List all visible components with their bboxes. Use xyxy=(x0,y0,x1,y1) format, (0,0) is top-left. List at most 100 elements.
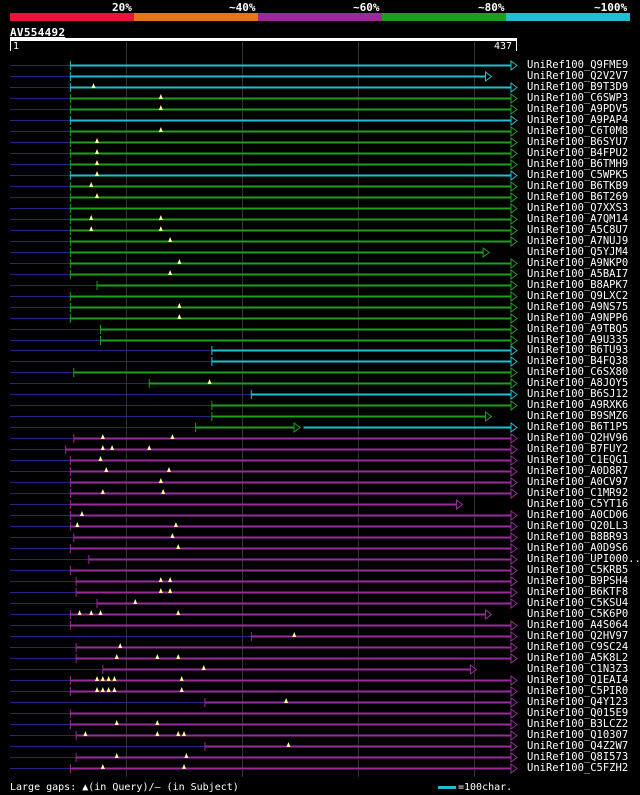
hit-label[interactable]: UniRef100_Q20LL3 xyxy=(527,520,629,533)
hit-row[interactable]: UniRef100_B6KTF8 xyxy=(0,586,640,599)
hit-row[interactable]: UniRef100_B9PSH4 xyxy=(0,575,640,588)
hit-label[interactable]: UniRef100_C5FZH2 xyxy=(527,761,629,774)
hit-row[interactable]: UniRef100_B9T3D9 xyxy=(0,80,640,93)
hit-label[interactable]: UniRef100_A0CD06 xyxy=(527,509,629,522)
hit-row[interactable]: UniRef100_C5WPK5 xyxy=(0,168,640,181)
hit-row[interactable]: UniRef100_B4FPU2 xyxy=(0,147,640,159)
hit-label[interactable]: UniRef100_Q2HV97 xyxy=(527,629,629,642)
hit-row[interactable]: UniRef100_B6SJ12 xyxy=(0,388,640,401)
hit-label[interactable]: UniRef100_Q4Y123 xyxy=(527,695,629,708)
hit-row[interactable]: UniRef100_A9NS75 xyxy=(0,300,640,313)
hit-label[interactable]: UniRef100_Q10307 xyxy=(527,728,629,741)
hit-row[interactable]: UniRef100_C5KRB5 xyxy=(0,564,640,577)
hit-label[interactable]: UniRef100_B6SYU7 xyxy=(527,135,629,148)
hit-label[interactable]: UniRef100_C9SC24 xyxy=(527,640,629,653)
hit-label[interactable]: UniRef100_C1N3Z3 xyxy=(527,662,629,675)
hit-row[interactable]: UniRef100_C6SX80 xyxy=(0,366,640,379)
hit-label[interactable]: UniRef100_A9U335 xyxy=(527,333,629,346)
hit-label[interactable]: UniRef100_B6TU93 xyxy=(527,344,629,357)
hit-label[interactable]: UniRef100_Q1EAI4 xyxy=(527,673,629,686)
hit-row[interactable]: UniRef100_A9PDV5 xyxy=(0,102,640,115)
hit-label[interactable]: UniRef100_Q5YJM4 xyxy=(527,245,629,258)
hit-row[interactable]: UniRef100_Q7XXS3 xyxy=(0,202,640,214)
hit-row[interactable]: UniRef100_UPI000.. xyxy=(0,553,640,566)
hit-label[interactable]: UniRef100_A9PAP4 xyxy=(527,113,629,126)
hit-row[interactable]: UniRef100_A0CD06 xyxy=(0,509,640,522)
hit-row[interactable]: UniRef100_Q20LL3 xyxy=(0,520,640,533)
hit-row[interactable]: UniRef100_A9U335 xyxy=(0,333,640,346)
hit-label[interactable]: UniRef100_B6SJ12 xyxy=(527,388,629,401)
hit-row[interactable]: UniRef100_A9RXK6 xyxy=(0,399,640,412)
hit-row[interactable]: UniRef100_C5FZH2 xyxy=(0,761,640,774)
hit-row[interactable]: UniRef100_A9NKP0 xyxy=(0,256,640,269)
hit-label[interactable]: UniRef100_B9SMZ6 xyxy=(527,410,629,423)
hit-row[interactable]: UniRef100_C5K6P0 xyxy=(0,608,640,620)
hit-label[interactable]: UniRef100_B9T3D9 xyxy=(527,80,629,93)
hit-label[interactable]: UniRef100_B3LCZ2 xyxy=(527,717,629,730)
hit-label[interactable]: UniRef100_B9PSH4 xyxy=(527,575,629,588)
hit-label[interactable]: UniRef100_A5BAI7 xyxy=(527,267,629,280)
hit-label[interactable]: UniRef100_C6SWP3 xyxy=(527,91,629,104)
hit-row[interactable]: UniRef100_Q10307 xyxy=(0,728,640,741)
hit-row[interactable]: UniRef100_A4S064 xyxy=(0,619,640,631)
hit-row[interactable]: UniRef100_C6SWP3 xyxy=(0,91,640,104)
hit-label[interactable]: UniRef100_A9TBQ5 xyxy=(527,322,629,335)
hit-label[interactable]: UniRef100_B8APK7 xyxy=(527,278,629,291)
hit-label[interactable]: UniRef100_A0D8R7 xyxy=(527,465,629,478)
hit-label[interactable]: UniRef100_A7QM14 xyxy=(527,212,629,225)
hit-row[interactable]: UniRef100_C5YT16 xyxy=(0,498,640,511)
hit-label[interactable]: UniRef100_B6TMH9 xyxy=(527,157,629,170)
hit-label[interactable]: UniRef100_A5C8U7 xyxy=(527,223,629,236)
hit-row[interactable]: UniRef100_B6TMH9 xyxy=(0,157,640,170)
hit-row[interactable]: UniRef100_B6TU93 xyxy=(0,344,640,357)
hit-row[interactable]: UniRef100_A0D8R7 xyxy=(0,465,640,478)
hit-label[interactable]: UniRef100_C6SX80 xyxy=(527,366,629,379)
hit-row[interactable]: UniRef100_C5KSU4 xyxy=(0,597,640,610)
hit-row[interactable]: UniRef100_A9PAP4 xyxy=(0,113,640,126)
hit-row[interactable]: UniRef100_Q2V2V7 xyxy=(0,70,640,82)
hit-row[interactable]: UniRef100_B6T269 xyxy=(0,190,640,203)
hit-row[interactable]: UniRef100_A0CV97 xyxy=(0,476,640,489)
hit-label[interactable]: UniRef100_Q4Z2W7 xyxy=(527,739,629,752)
hit-row[interactable]: UniRef100_A5BAI7 xyxy=(0,267,640,280)
hit-label[interactable]: UniRef100_UPI000.. xyxy=(527,553,640,566)
hit-row[interactable]: UniRef100_Q8I573 xyxy=(0,750,640,763)
hit-label[interactable]: UniRef100_B6T269 xyxy=(527,190,629,203)
hit-label[interactable]: UniRef100_A0D9S6 xyxy=(527,542,629,555)
hit-row[interactable]: UniRef100_C1N3Z3 xyxy=(0,662,640,675)
hit-label[interactable]: UniRef100_Q9FME9 xyxy=(527,59,629,71)
hit-label[interactable]: UniRef100_C5WPK5 xyxy=(527,168,629,181)
hit-row[interactable]: UniRef100_A7QM14 xyxy=(0,212,640,225)
hit-row[interactable]: UniRef100_C1EQG1 xyxy=(0,454,640,467)
hit-label[interactable]: UniRef100_Q015E9 xyxy=(527,706,629,719)
hit-label[interactable]: UniRef100_B6T1P5 xyxy=(527,421,629,434)
hit-label[interactable]: UniRef100_A9NPP6 xyxy=(527,311,629,324)
hit-row[interactable]: UniRef100_A8JOY5 xyxy=(0,377,640,390)
hit-row[interactable]: UniRef100_B6T1P5 xyxy=(0,421,640,434)
hit-row[interactable]: UniRef100_Q2HV97 xyxy=(0,629,640,642)
hit-row[interactable]: UniRef100_B7FUY2 xyxy=(0,443,640,456)
hit-label[interactable]: UniRef100_A9RXK6 xyxy=(527,399,629,412)
hit-label[interactable]: UniRef100_A9NS75 xyxy=(527,300,629,313)
hit-row[interactable]: UniRef100_C1MR92 xyxy=(0,487,640,500)
hit-row[interactable]: UniRef100_C9SC24 xyxy=(0,640,640,653)
hit-row[interactable]: UniRef100_B4FQ38 xyxy=(0,355,640,368)
hit-label[interactable]: UniRef100_C1MR92 xyxy=(527,487,629,500)
hit-label[interactable]: UniRef100_C5KRB5 xyxy=(527,564,629,577)
hit-label[interactable]: UniRef100_B4FQ38 xyxy=(527,355,629,368)
hit-label[interactable]: UniRef100_Q2HV96 xyxy=(527,432,629,445)
hit-row[interactable]: UniRef100_C6T0M8 xyxy=(0,125,640,137)
hit-label[interactable]: UniRef100_A9NKP0 xyxy=(527,256,629,269)
hit-label[interactable]: UniRef100_C1EQG1 xyxy=(527,454,629,467)
hit-label[interactable]: UniRef100_A9PDV5 xyxy=(527,102,629,115)
hit-label[interactable]: UniRef100_B6TKB9 xyxy=(527,179,629,192)
hit-row[interactable]: UniRef100_A5K8L2 xyxy=(0,651,640,664)
hit-row[interactable]: UniRef100_A7NUJ9 xyxy=(0,235,640,247)
hit-row[interactable]: UniRef100_A0D9S6 xyxy=(0,542,640,555)
hit-row[interactable]: UniRef100_B6SYU7 xyxy=(0,135,640,148)
hit-label[interactable]: UniRef100_B6KTF8 xyxy=(527,586,629,599)
hit-label[interactable]: UniRef100_Q8I573 xyxy=(527,750,629,763)
hit-row[interactable]: UniRef100_B8APK7 xyxy=(0,278,640,291)
hit-row[interactable]: UniRef100_A9TBQ5 xyxy=(0,322,640,335)
hit-label[interactable]: UniRef100_A5K8L2 xyxy=(527,651,629,664)
